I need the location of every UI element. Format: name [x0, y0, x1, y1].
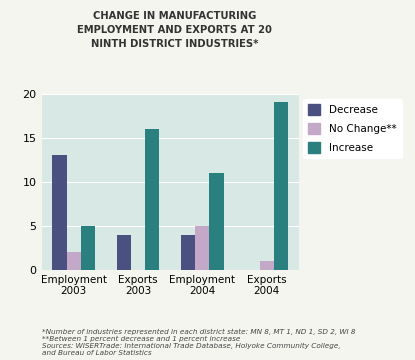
Bar — [81, 226, 95, 270]
Bar — [210, 173, 224, 270]
Bar — [117, 235, 131, 270]
Bar — [66, 252, 81, 270]
Bar — [52, 156, 66, 270]
Bar — [259, 261, 274, 270]
Bar — [181, 235, 195, 270]
Text: CHANGE IN MANUFACTURING
EMPLOYMENT AND EXPORTS AT 20
NINTH DISTRICT INDUSTRIES*: CHANGE IN MANUFACTURING EMPLOYMENT AND E… — [77, 11, 272, 49]
Bar — [195, 226, 210, 270]
Text: *Number of industries represented in each district state: MN 8, MT 1, ND 1, SD 2: *Number of industries represented in eac… — [42, 329, 355, 356]
Bar — [274, 102, 288, 270]
Bar — [145, 129, 159, 270]
Legend: Decrease, No Change**, Increase: Decrease, No Change**, Increase — [303, 99, 402, 158]
